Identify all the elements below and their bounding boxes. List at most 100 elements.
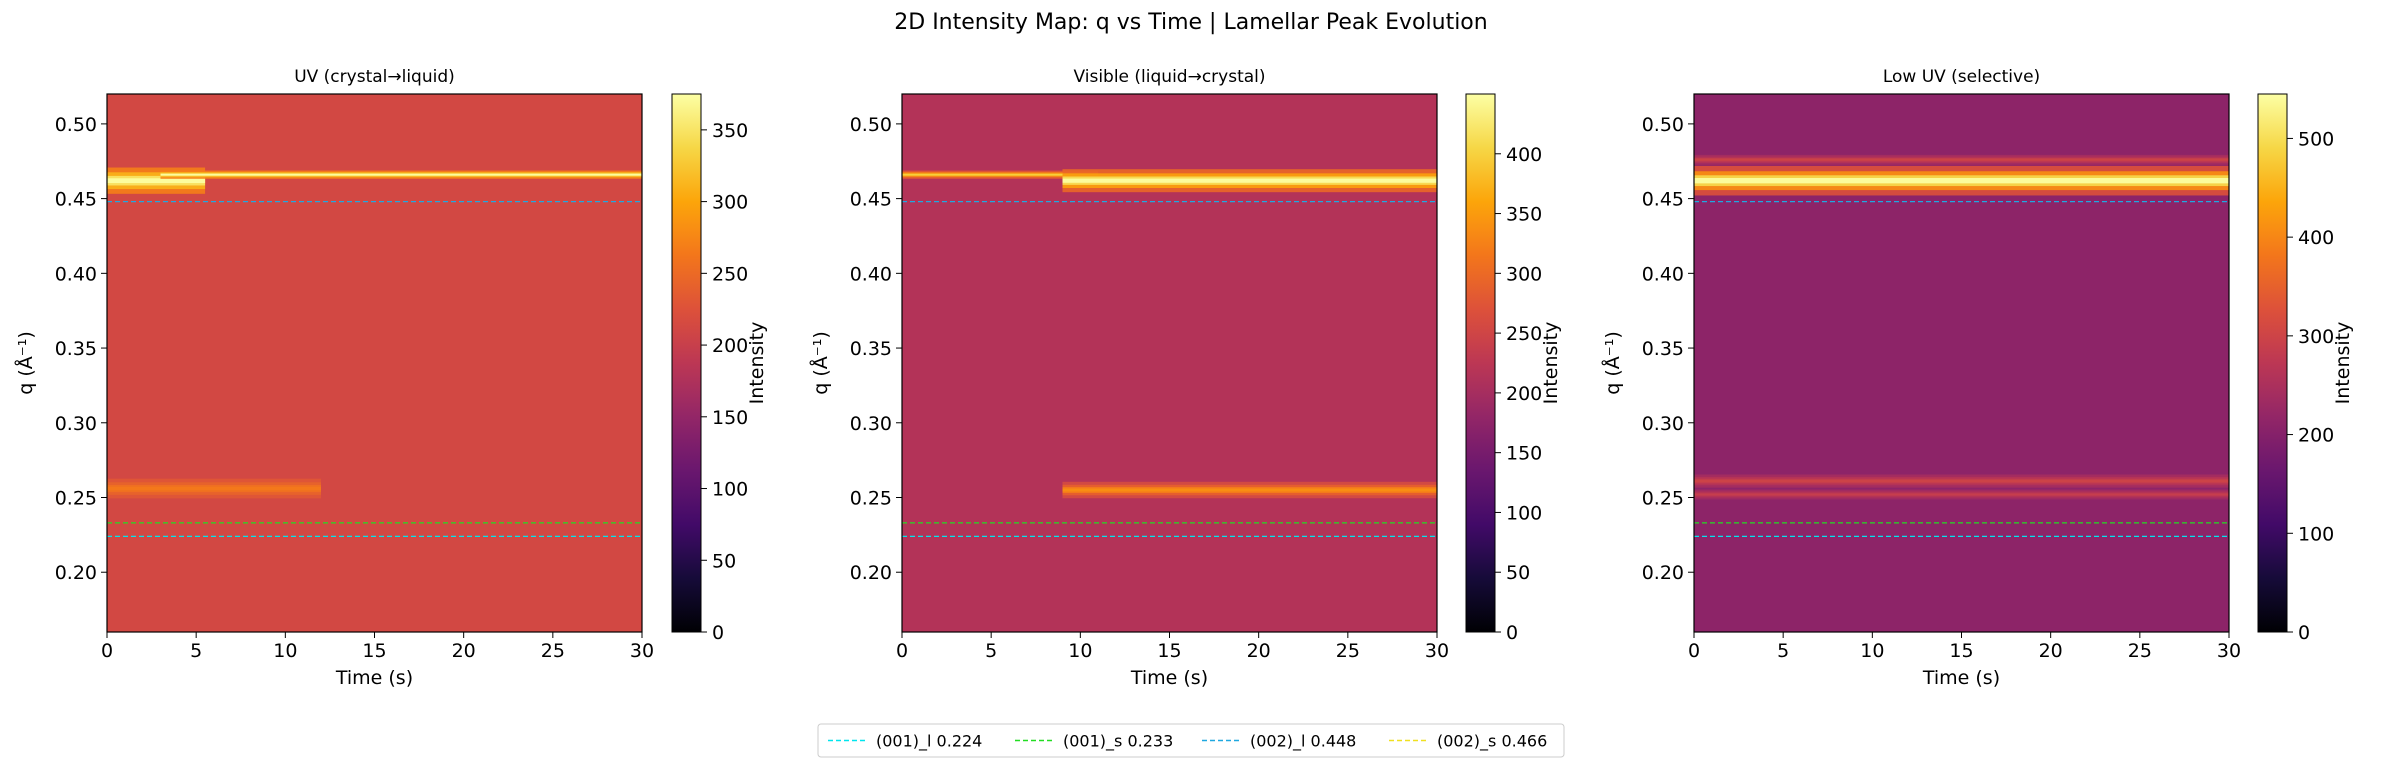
x-tick-label: 0 xyxy=(1688,640,1700,662)
y-tick-label: 0.35 xyxy=(1642,338,1684,360)
legend-item-2: (001)_s 0.233 xyxy=(1015,732,1173,752)
colorbar-tick-label: 0 xyxy=(712,622,724,644)
panel-title: Visible (liquid→crystal) xyxy=(1073,67,1265,87)
x-tick-label: 0 xyxy=(896,640,908,662)
x-tick-label: 20 xyxy=(2039,640,2063,662)
band-layer xyxy=(1694,479,2229,483)
y-tick-label: 0.45 xyxy=(850,189,892,211)
reference-lines xyxy=(902,200,1437,538)
y-tick-label: 0.45 xyxy=(1642,189,1684,211)
heatmap-panel-2: Visible (liquid→crystal) 0 5 10 15 20 25 30 Time… xyxy=(809,67,1562,689)
colorbar-label: Intensity xyxy=(2332,322,2354,405)
heatmap-area xyxy=(902,94,1437,632)
panel-title: Low UV (selective) xyxy=(1883,67,2040,87)
peak-band-3 xyxy=(1062,481,1437,499)
band-layer xyxy=(1694,158,2229,161)
y-tick-label: 0.25 xyxy=(1642,488,1684,510)
colorbar-tick-label: 250 xyxy=(1506,323,1542,345)
colorbar-tick-label: 200 xyxy=(712,335,748,357)
y-tick-label: 0.40 xyxy=(850,263,892,285)
colorbar-tick-label: 350 xyxy=(712,120,748,142)
reference-lines xyxy=(107,200,642,538)
x-tick-label: 25 xyxy=(2128,640,2152,662)
legend-item-1: (001)_l 0.224 xyxy=(828,732,982,752)
x-tick-label: 30 xyxy=(630,640,654,662)
heatmap-panel-3: Low UV (selective) 0 5 10 15 20 25 30 Time (s) 0.… xyxy=(1601,67,2354,689)
panel-title: UV (crystal→liquid) xyxy=(294,67,455,87)
peak-band-1 xyxy=(1694,165,2229,196)
x-tick-label: 10 xyxy=(1068,640,1092,662)
x-tick-label: 10 xyxy=(1860,640,1884,662)
colorbar-tick-label: 0 xyxy=(2298,622,2310,644)
colorbar-tick-label: 400 xyxy=(1506,144,1542,166)
y-tick-label: 0.40 xyxy=(55,263,97,285)
y-tick-label: 0.30 xyxy=(850,413,892,435)
y-tick-label: 0.35 xyxy=(850,338,892,360)
colorbar-tick-label: 50 xyxy=(1506,562,1530,584)
legend: (001)_l 0.224 (001)_s 0.233 (002)_l 0.448 (… xyxy=(817,723,1565,758)
x-axis-label: Time (s) xyxy=(1922,667,2000,689)
peak-band-2 xyxy=(160,170,642,179)
colorbar-tick-label: 500 xyxy=(2298,128,2334,150)
colorbar-tick-label: 250 xyxy=(712,263,748,285)
y-tick-label: 0.20 xyxy=(850,562,892,584)
y-tick-label: 0.25 xyxy=(55,488,97,510)
colorbar-tick-label: 100 xyxy=(1506,502,1542,524)
legend-item-4: (002)_s 0.466 xyxy=(1389,732,1547,752)
colorbar-tick-label: 150 xyxy=(1506,443,1542,465)
peak-band-2 xyxy=(1062,169,1437,193)
x-tick-label: 5 xyxy=(1777,640,1789,662)
peak-band-3 xyxy=(1694,474,2229,488)
x-tick-label: 10 xyxy=(273,640,297,662)
y-tick-label: 0.30 xyxy=(1642,413,1684,435)
figure-title: 2D Intensity Map: q vs Time | Lamellar P… xyxy=(894,10,1488,35)
x-axis-label: Time (s) xyxy=(1130,667,1208,689)
band-layer xyxy=(107,486,321,491)
legend-item-3: (002)_l 0.448 xyxy=(1202,732,1356,752)
legend-label: (001)_l 0.224 xyxy=(876,732,982,752)
x-tick-label: 25 xyxy=(541,640,565,662)
x-tick-label: 5 xyxy=(190,640,202,662)
x-tick-label: 0 xyxy=(101,640,113,662)
peak-band-2 xyxy=(1694,154,2229,165)
x-tick-label: 25 xyxy=(1336,640,1360,662)
x-tick-label: 15 xyxy=(362,640,386,662)
y-axis-label: q (Å⁻¹) xyxy=(1601,331,1624,395)
colorbar-tick-label: 300 xyxy=(2298,326,2334,348)
colorbar-tick-label: 200 xyxy=(2298,425,2334,447)
band-layer xyxy=(1062,488,1437,492)
heatmap-area xyxy=(1694,94,2229,632)
x-tick-label: 15 xyxy=(1157,640,1181,662)
y-tick-label: 0.35 xyxy=(55,338,97,360)
x-tick-label: 30 xyxy=(1425,640,1449,662)
y-tick-label: 0.30 xyxy=(55,413,97,435)
y-axis-label: q (Å⁻¹) xyxy=(809,331,832,395)
band-layer xyxy=(160,173,642,176)
x-tick-label: 20 xyxy=(1247,640,1271,662)
heatmap-area xyxy=(107,94,642,632)
x-tick-label: 30 xyxy=(2217,640,2241,662)
y-tick-label: 0.50 xyxy=(55,114,97,136)
colorbar-label: Intensity xyxy=(746,322,768,405)
colorbar-tick-label: 50 xyxy=(712,550,736,572)
peak-band-3 xyxy=(107,478,321,499)
colorbar xyxy=(671,93,702,633)
legend-label: (001)_s 0.233 xyxy=(1063,732,1173,752)
y-axis-label: q (Å⁻¹) xyxy=(14,331,37,395)
colorbar xyxy=(2257,93,2288,633)
y-tick-label: 0.50 xyxy=(850,114,892,136)
colorbar-tick-label: 350 xyxy=(1506,204,1542,226)
colorbar-label: Intensity xyxy=(1540,322,1562,405)
x-tick-label: 5 xyxy=(985,640,997,662)
band-layer xyxy=(1694,177,2229,184)
band-layer xyxy=(107,178,206,184)
y-tick-label: 0.25 xyxy=(850,488,892,510)
x-axis-label: Time (s) xyxy=(335,667,413,689)
band-layer xyxy=(1694,493,2229,496)
y-tick-label: 0.40 xyxy=(1642,263,1684,285)
colorbar xyxy=(1465,93,1496,633)
y-tick-label: 0.45 xyxy=(55,189,97,211)
legend-label: (002)_l 0.448 xyxy=(1250,732,1356,752)
colorbar-tick-label: 150 xyxy=(712,407,748,429)
